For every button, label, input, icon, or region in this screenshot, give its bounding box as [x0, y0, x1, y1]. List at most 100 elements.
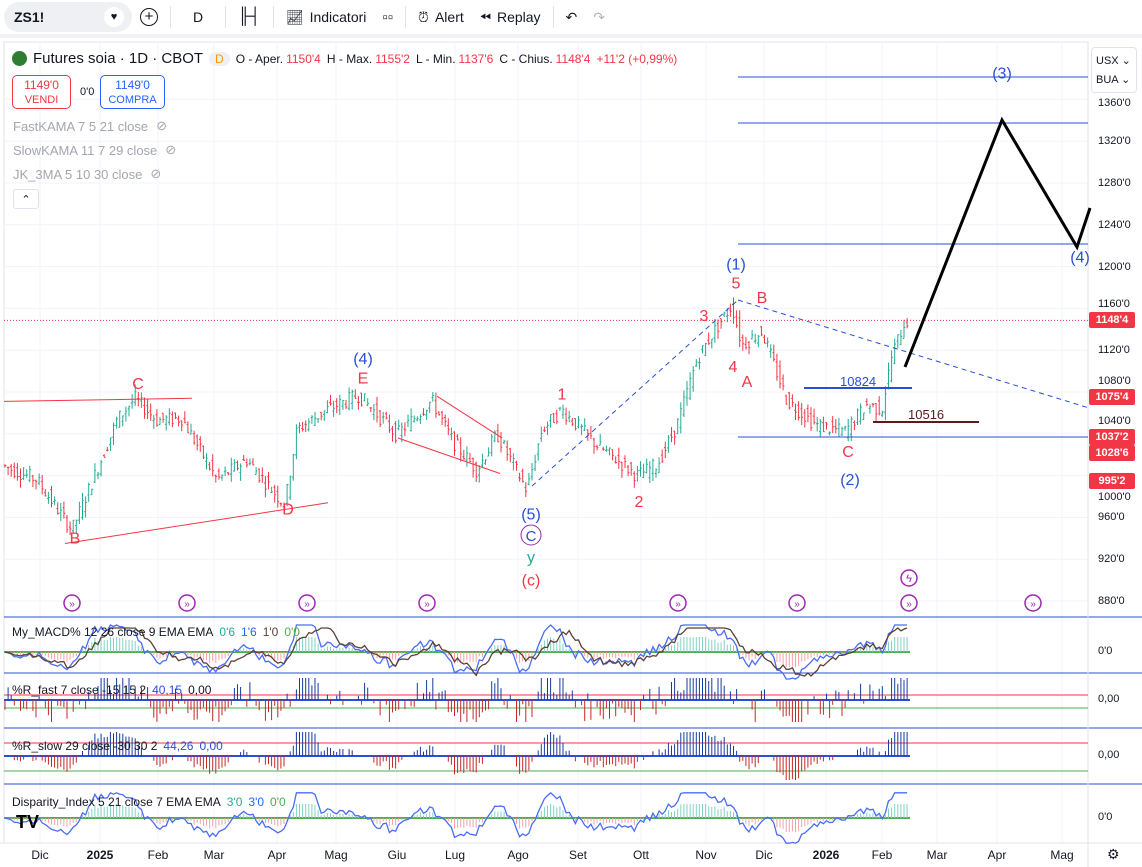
pane-legend[interactable]: %R_fast 7 close -15 15 2 40,15 0,00 — [12, 683, 211, 697]
time-axis-label: Feb — [147, 848, 169, 862]
event-marker-icon[interactable] — [298, 594, 316, 612]
eye-off-icon[interactable]: ⊘ — [150, 166, 162, 181]
unit-dropdown[interactable]: BUA ⌄ — [1096, 74, 1131, 86]
templates-button[interactable]: ▫▫ — [374, 2, 401, 32]
symbol-search[interactable]: ZS1! ♥ — [4, 2, 132, 32]
trendline-bottom — [64, 502, 329, 545]
wave-label: C — [132, 376, 144, 393]
projection-path — [903, 116, 1092, 368]
pane-legend[interactable]: My_MACD% 12 26 close 9 EMA EMA 0'6 1'6 1'0 0… — [12, 625, 300, 639]
wave-label: E — [358, 371, 369, 388]
scale-selector[interactable]: USX ⌄ BUA ⌄ — [1091, 47, 1137, 93]
pane-value: 0,00 — [188, 683, 212, 697]
eye-off-icon[interactable]: ⊘ — [156, 118, 168, 133]
wave-circle — [520, 524, 542, 546]
wave-label: 2 — [635, 494, 644, 511]
chart-pane — [3, 41, 1089, 844]
trendline-top — [3, 397, 193, 402]
wave-label: y — [527, 549, 535, 566]
settings-gear-icon[interactable]: ⚙ — [1107, 846, 1120, 862]
price-axis-label: 1120'0 — [1098, 344, 1130, 357]
pane-axis-label: 0'0 — [1098, 645, 1113, 657]
bars-icon: ╟┤ — [238, 8, 261, 25]
redo-button[interactable]: ↷ — [585, 2, 613, 32]
divider — [552, 6, 554, 28]
event-marker-icon[interactable] — [669, 594, 687, 612]
pane-value: 3'0 — [248, 795, 265, 809]
buy-button[interactable]: 1149'0 COMPRA — [100, 75, 165, 109]
add-symbol-button[interactable]: + — [132, 2, 166, 32]
symbol-text: ZS1! — [14, 9, 45, 25]
time-axis-label: Mag — [324, 848, 348, 862]
indicators-label: Indicatori — [309, 9, 367, 25]
arrow-icon: » — [304, 599, 310, 610]
indicator-slowkama[interactable]: SlowKAMA 11 7 29 close ⊘ — [13, 142, 176, 158]
time-axis-label: Dic — [31, 848, 49, 862]
price-axis-label: 1080'0 — [1098, 374, 1131, 387]
unit-label: BUA — [1096, 74, 1119, 86]
undo-button[interactable]: ↶ — [558, 2, 586, 32]
high-value: 1155'2 — [375, 51, 410, 66]
wave-label: (c) — [522, 572, 541, 589]
replay-button[interactable]: ⏪︎ Replay — [472, 2, 549, 32]
pane-legend[interactable]: %R_slow 29 close -30 30 2 44,26 0,00 — [12, 739, 223, 753]
event-marker-icon[interactable] — [418, 594, 436, 612]
event-marker-icon[interactable] — [1024, 594, 1042, 612]
price-axis-label: 920'0 — [1098, 553, 1125, 566]
time-axis-label: 2026 — [812, 848, 840, 862]
pane-value: 1'0 — [262, 625, 279, 639]
wave-label: D — [282, 501, 294, 518]
pane-value: 0'0 — [270, 795, 286, 809]
pane-value: 1'6 — [241, 625, 257, 639]
indicator-label: FastKAMA 7 5 21 close — [13, 118, 149, 134]
wave-label: 5 — [732, 276, 741, 293]
arrow-icon: » — [906, 599, 912, 610]
time-axis-label: Dic — [755, 848, 773, 862]
collapse-legend-button[interactable]: ⌃ — [13, 189, 39, 209]
event-marker-icon[interactable] — [63, 594, 81, 612]
symbol-legend: Futures soia · 1D · CBOT D O - Aper. 1150… — [12, 50, 677, 67]
event-marker-icon[interactable] — [178, 594, 196, 612]
pane-axis-label: 0'0 — [1098, 811, 1113, 823]
open-label: O - Aper. — [235, 51, 284, 66]
event-marker-icon[interactable] — [900, 594, 918, 612]
grid-icon: ▫▫ — [382, 8, 394, 26]
time-axis-label: Nov — [695, 848, 717, 862]
price-axis-label: 1360'0 — [1098, 97, 1131, 109]
channel-top — [436, 395, 503, 439]
alert-button[interactable]: ⏰︎ Alert — [410, 2, 472, 32]
arrow-icon: » — [424, 599, 430, 610]
alarm-clock-icon: ⏰︎ — [418, 8, 429, 25]
divider — [405, 6, 407, 28]
pane-value: 3'0 — [226, 795, 243, 809]
currency-dropdown[interactable]: USX ⌄ — [1096, 55, 1131, 67]
close-label: C - Chius. — [499, 51, 553, 66]
signal-line — [4, 627, 908, 677]
wave-label: (1) — [726, 257, 746, 274]
exchange-logo-icon — [12, 51, 27, 66]
pane-legend[interactable]: Disparity_Index 5 21 close 7 EMA EMA 3'0 3… — [12, 795, 286, 809]
time-axis-label: Mag — [1050, 848, 1074, 862]
chart-type-button[interactable]: ╟┤ — [230, 2, 269, 32]
arrow-icon: » — [69, 599, 75, 610]
change-value: +11'2 (+0,99%) — [596, 51, 678, 66]
time-axis-label: Mar — [203, 848, 225, 862]
indicator-jk3ma[interactable]: JK_3MA 5 10 30 close ⊘ — [13, 166, 161, 182]
indicator-fastkama[interactable]: FastKAMA 7 5 21 close ⊘ — [13, 118, 167, 134]
indicator-label: SlowKAMA 11 7 29 close — [13, 142, 158, 158]
eye-off-icon[interactable]: ⊘ — [165, 142, 177, 157]
event-marker-icon[interactable] — [788, 594, 806, 612]
interval-button[interactable]: D — [193, 9, 204, 25]
sell-button[interactable]: 1149'0 VENDI — [12, 75, 71, 109]
pane-title: %R_slow 29 close -30 30 2 — [12, 739, 158, 753]
level-label-10516: 10516 — [908, 407, 944, 422]
symbol-title: Futures soia · 1D · CBOT — [33, 50, 204, 67]
price-axis-label: 1160'0 — [1098, 298, 1130, 311]
wave-label: 1 — [558, 386, 567, 403]
price-tag: 995'2 — [1089, 472, 1135, 489]
delayed-badge[interactable]: D — [209, 51, 230, 66]
indicators-button[interactable]: 📈︎ Indicatori — [278, 2, 375, 32]
undo-icon: ↶ — [565, 8, 578, 25]
redo-icon: ↷ — [593, 8, 606, 25]
